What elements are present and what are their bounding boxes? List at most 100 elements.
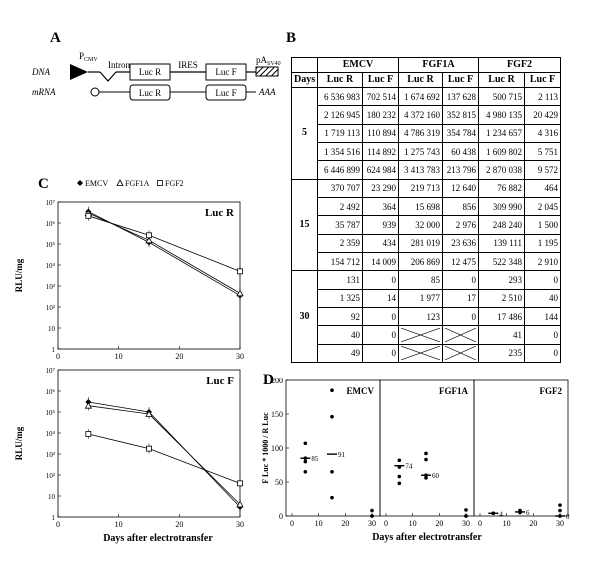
scatter-point (370, 514, 374, 518)
x-tick-label: 20 (435, 519, 443, 528)
table-cell: 702 514 (362, 86, 399, 107)
table-cell: 131 (317, 270, 363, 290)
table-cell: 2 976 (442, 215, 479, 235)
table-cell: 2 113 (524, 86, 561, 107)
table-corner (291, 57, 318, 73)
scatter-point (464, 508, 468, 512)
x-tick-label: 30 (368, 519, 376, 528)
table-cell: 137 628 (442, 86, 479, 107)
series-line-fgf2 (88, 215, 241, 272)
data-point-fgf1a (236, 289, 244, 297)
y-tick-label: 10⁷ (46, 368, 56, 375)
y-tick-label: 100 (271, 444, 283, 453)
table-cell: 0 (524, 270, 561, 290)
group-header-emcv: EMCV (317, 57, 399, 73)
table-cell: 1 195 (524, 233, 561, 253)
table-cell: 1 354 516 (317, 141, 363, 162)
panel-label-d: D (263, 372, 274, 388)
legend-label: EMCV (85, 179, 108, 188)
scatter-point (330, 388, 334, 392)
table-cell: 14 009 (362, 251, 399, 272)
table-cell: 352 815 (442, 105, 479, 125)
pa-label: pASV40 (256, 55, 281, 67)
table-cell: 20 429 (524, 105, 561, 125)
table-cell: 500 715 (478, 86, 525, 107)
table-cell: 6 446 899 (317, 160, 363, 180)
scatter-panel-title: FGF1A (439, 386, 468, 396)
y-tick-label: 200 (271, 378, 283, 385)
dna-label: DNA (31, 67, 51, 77)
table-cell: 76 882 (478, 178, 525, 198)
y-tick-label: 10² (46, 472, 55, 480)
table-cell: 309 990 (478, 196, 525, 217)
sub-header: Luc F (524, 72, 561, 88)
table-cell: 2 126 945 (317, 105, 363, 125)
chart-title: Luc R (205, 207, 235, 219)
table-row: 6 446 899 624 984 3 413 783 213 796 2 870 03… (292, 160, 561, 180)
table-cell: 139 111 (478, 233, 525, 253)
table-cell: 12 640 (442, 178, 479, 198)
table-cell: 9 572 (524, 160, 561, 180)
table-cell: 85 (398, 270, 443, 290)
plot-frame (57, 369, 241, 518)
intron-label: Intron (108, 60, 130, 70)
table-cell: 32 000 (398, 215, 443, 235)
day-cell: 5 (291, 87, 318, 180)
x-tick-label: 20 (175, 520, 183, 528)
pcmv-label: PCMV (79, 51, 98, 63)
scatter-point (397, 481, 402, 486)
mean-label: 60 (432, 472, 440, 480)
table-cell: 5 751 (524, 141, 561, 162)
scatter-point (370, 508, 374, 513)
table-cell (398, 343, 443, 364)
mean-label: 6 (526, 509, 530, 517)
scatter-panel-frame (285, 379, 381, 517)
table-cell: 144 (524, 306, 561, 327)
chart-title: Luc F (206, 375, 234, 387)
table-cell: 1 275 743 (398, 141, 443, 162)
y-tick-label: 150 (271, 410, 283, 419)
luc-f-chart: 1 10 10² 10³ 10⁴ 10⁵ 10⁶ 10⁷ 0 10 20 30 RLU/mg Luc F (14, 368, 244, 528)
table-row: 154 712 14 009 206 869 12 475 522 348 2 910 (292, 251, 561, 272)
table-cell (442, 343, 479, 364)
x-tick-label: 20 (341, 519, 349, 528)
table-cell: 154 712 (317, 251, 363, 272)
legend-label: FGF1A (125, 179, 150, 188)
table-cell: 92 (317, 306, 363, 327)
table-cell: 12 475 (442, 251, 479, 272)
table-cell: 0 (442, 270, 479, 290)
y-tick-label: 10⁴ (46, 262, 56, 270)
table-cell: 35 787 (317, 215, 363, 235)
table-cell: 2 870 038 (478, 160, 525, 180)
y-axis-label: F Luc * 1000 / R Luc (261, 412, 270, 484)
y-tick-label: 10⁵ (46, 241, 56, 249)
y-tick-label: 10⁶ (46, 388, 56, 396)
luciferase-table: EMCV FGF1A FGF2 Days Luc R Luc F Luc R L… (291, 57, 561, 364)
table-cell: 213 796 (442, 160, 479, 180)
table-cell: 0 (362, 270, 399, 290)
table-cell: 1 609 802 (478, 141, 525, 162)
table-cell: 464 (524, 178, 561, 198)
table-cell: 40 (524, 288, 561, 308)
scatter-point (397, 458, 402, 463)
luc-r-chart: 1 10 10² 10³ 10⁴ 10⁵ 10⁶ 10⁷ 0 10 20 30 RLU/mg Luc R E… (14, 179, 244, 361)
y-tick-label: 50 (275, 478, 283, 487)
y-axis-label: RLU/mg (14, 258, 24, 292)
table-row: 35 787 939 32 000 2 976 248 240 1 500 (292, 215, 561, 235)
x-tick-label: 20 (175, 352, 183, 361)
table-row: 40 0 41 0 (292, 325, 561, 345)
table-cell: 6 536 983 (317, 86, 363, 107)
table-cell: 370 707 (317, 178, 363, 198)
table-row: 15 370 707 23 290 219 713 12 640 76 882 464 (291, 178, 561, 272)
scatter-point (330, 414, 334, 419)
table-cell: 2 510 (478, 288, 525, 308)
table-cell: 0 (524, 343, 561, 364)
table-row: 1 325 14 1 977 17 2 510 40 (292, 288, 561, 308)
table-cell: 180 232 (362, 105, 399, 125)
na-cross-icon (401, 346, 440, 360)
scatter-point (424, 457, 428, 462)
x-tick-label: 30 (556, 519, 564, 528)
scatter-panel-frame (379, 379, 475, 517)
legend-marker-fgf2 (157, 180, 163, 186)
